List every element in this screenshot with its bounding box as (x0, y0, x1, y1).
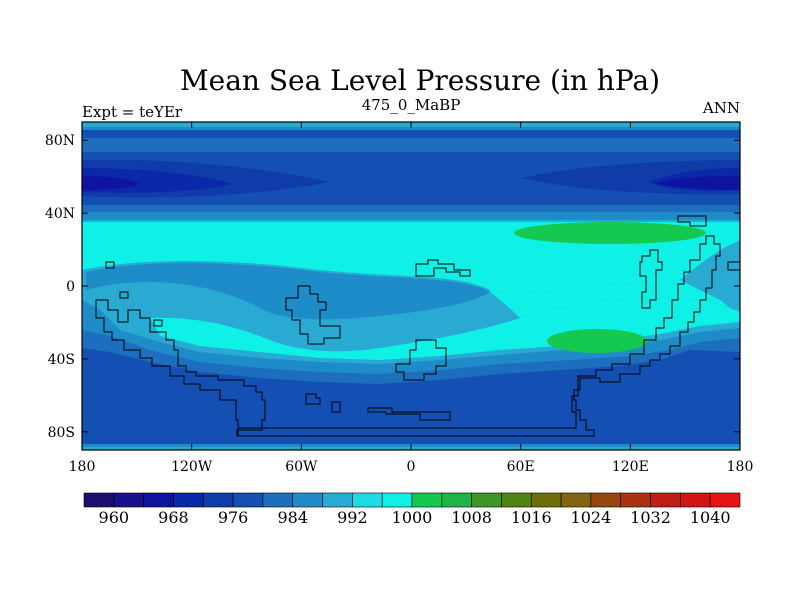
continent-outlines (95, 215, 740, 437)
colorbar-swatch (680, 492, 711, 508)
subtropical-high-south (547, 329, 647, 353)
subtitle-center: 475_0_MaBP (362, 96, 461, 114)
y-axis: 80N 40N 0 40S 80S (45, 133, 740, 441)
contour-fill-layer (82, 122, 740, 450)
equatorial-ring (86, 262, 490, 320)
polar-band-north-edge (82, 127, 740, 130)
colorbar-swatch (292, 492, 323, 508)
colorbar-label: 960 (99, 508, 130, 527)
band-972-976-north (82, 168, 740, 193)
continent-outline (305, 393, 321, 405)
colorbar-swatch (441, 492, 472, 508)
y-tick-label: 40N (45, 206, 75, 222)
continent-outline (331, 401, 341, 413)
colorbar-swatch (501, 492, 532, 508)
colorbar-swatch (83, 492, 115, 508)
colorbar-label: 1040 (690, 508, 731, 527)
colorbar-swatch (202, 492, 234, 508)
x-tick-label: 60W (285, 459, 318, 475)
colorbar-label: 968 (158, 508, 189, 527)
continent-outline (415, 259, 471, 277)
north-trough-east (656, 176, 740, 190)
tropical-band-lower (150, 297, 740, 360)
colorbar-swatch (262, 492, 294, 508)
colorbar-label: 1024 (571, 508, 612, 527)
continent-outline (677, 215, 707, 227)
band-984-988-north (82, 138, 740, 212)
x-tick-label: 180 (727, 459, 754, 475)
colorbar-label: 984 (277, 508, 308, 527)
colorbar-label: 1008 (451, 508, 492, 527)
colorbar-label: 1016 (511, 508, 552, 527)
y-tick-label: 40S (48, 352, 75, 368)
x-tick-label: 180 (69, 459, 96, 475)
colorbar-swatch (560, 492, 592, 508)
colorbar-label: 1000 (392, 508, 433, 527)
colorbar-swatch (143, 492, 174, 508)
colorbar-swatch (173, 492, 204, 508)
subtropical-high-north (514, 222, 706, 244)
continent-outline (153, 319, 163, 327)
subtitle-right: ANN (702, 99, 740, 117)
x-tick-label: 120E (612, 459, 649, 475)
colorbar-swatch (411, 492, 443, 508)
colorbar-label: 976 (218, 508, 249, 527)
x-tick-label: 120W (171, 459, 213, 475)
colorbar-label: 1032 (630, 508, 671, 527)
north-trough-west (82, 176, 140, 190)
colorbar-swatch (471, 492, 502, 508)
colorbar-swatch (322, 492, 353, 508)
continent-outline (95, 299, 266, 437)
tropical-gap-fill (490, 280, 730, 318)
colorbar: 960 968 976 984 992 1000 1008 1016 1024 1032 1040 (83, 492, 741, 527)
continent-outline (639, 249, 663, 309)
colorbar-swatch (232, 492, 264, 508)
x-axis: 180 120W 60W 0 60E 120E 180 (69, 122, 754, 475)
colorbar-swatch (352, 492, 383, 508)
colorbar-swatch (381, 492, 413, 508)
colorbar-label: 992 (337, 508, 368, 527)
y-tick-label: 0 (66, 279, 75, 295)
continent-outline (285, 285, 341, 345)
continent-outline (727, 261, 740, 271)
y-tick-label: 80N (45, 133, 75, 149)
colorbar-swatch (590, 492, 622, 508)
band-976-980-north (82, 159, 740, 198)
continent-outline (237, 235, 721, 437)
colorbar-swatch (530, 492, 562, 508)
continent-outline (119, 291, 129, 299)
colorbar-swatch (113, 492, 144, 508)
continent-outline (105, 261, 115, 269)
colorbar-swatch (709, 492, 741, 508)
x-tick-label: 60E (507, 459, 535, 475)
y-tick-label: 80S (48, 425, 75, 441)
colorbar-swatch (620, 492, 651, 508)
chart-title: Mean Sea Level Pressure (in hPa) (180, 64, 660, 97)
continent-outline (395, 339, 447, 381)
subtitle-left: Expt = teYEr (82, 103, 183, 121)
colorbar-swatch (650, 492, 681, 508)
continent-outline (367, 407, 451, 421)
x-tick-label: 0 (407, 459, 416, 475)
